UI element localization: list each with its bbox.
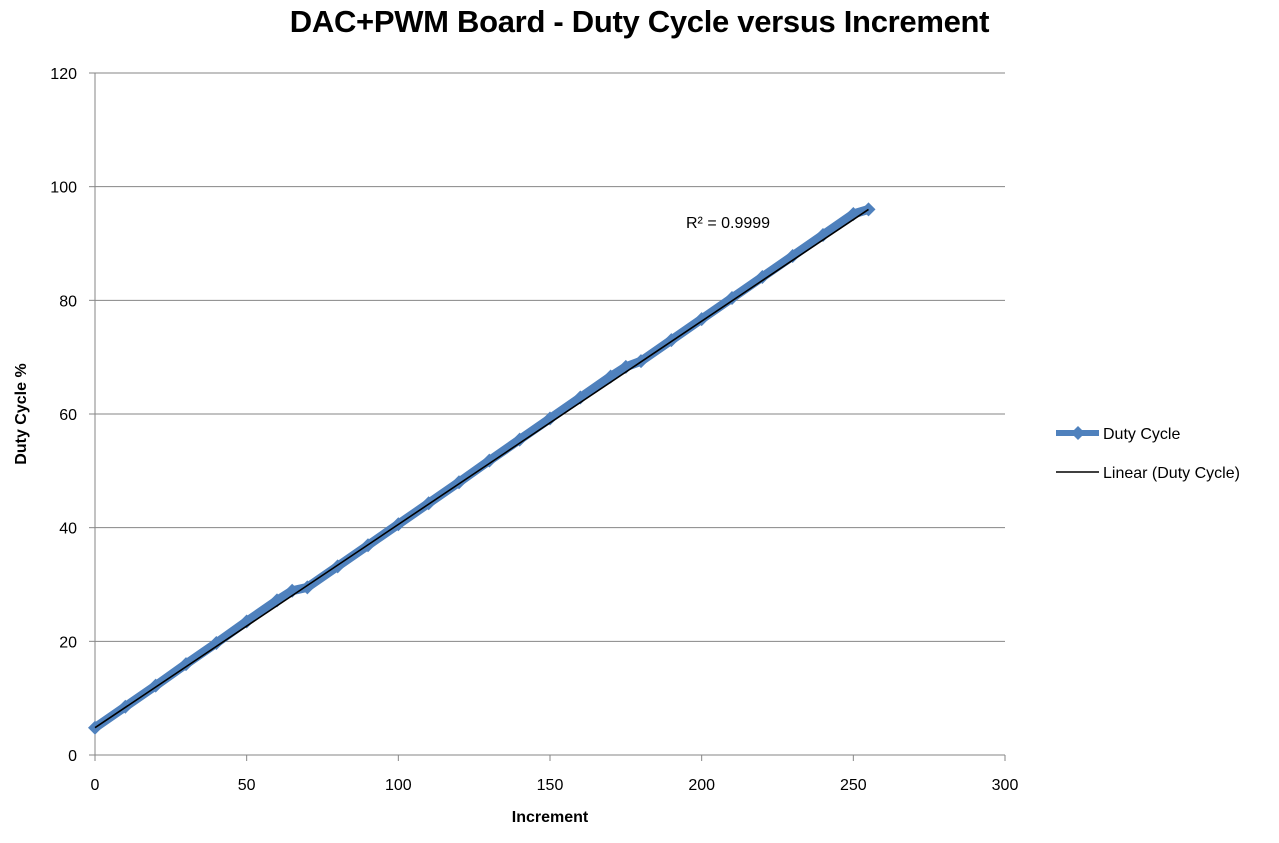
legend-marker-duty-cycle (1071, 426, 1085, 440)
legend-item-duty-cycle: Duty Cycle (1056, 426, 1180, 443)
y-tick-label-40: 40 (59, 521, 77, 538)
y-tick-labels: 0 20 40 60 80 100 120 (50, 66, 95, 765)
series-layer (88, 202, 876, 735)
y-tick-label-80: 80 (59, 293, 77, 310)
x-tick-label-50: 50 (238, 777, 256, 794)
y-tick-label-20: 20 (59, 634, 77, 651)
y-tick-label-0: 0 (68, 748, 77, 765)
legend: Duty Cycle Linear (Duty Cycle) (1056, 426, 1240, 482)
x-tick-label-250: 250 (840, 777, 867, 794)
x-tick-label-200: 200 (688, 777, 715, 794)
data-point-duty-cycle (482, 453, 497, 468)
legend-item-linear: Linear (Duty Cycle) (1056, 465, 1240, 482)
data-point-duty-cycle (209, 636, 224, 651)
data-point-duty-cycle (755, 270, 770, 285)
data-point-duty-cycle (543, 411, 557, 426)
legend-label-linear: Linear (Duty Cycle) (1103, 465, 1240, 482)
x-tick-label-150: 150 (537, 777, 564, 794)
legend-label-duty-cycle: Duty Cycle (1103, 426, 1180, 443)
chart-title: DAC+PWM Board - Duty Cycle versus Increm… (289, 4, 990, 39)
x-tick-label-0: 0 (91, 777, 100, 794)
r-squared-annotation: R² = 0.9999 (686, 215, 770, 232)
x-tick-labels: 0 50 100 150 200 250 300 (91, 755, 1019, 794)
y-tick-label-60: 60 (59, 407, 77, 424)
y-tick-label-100: 100 (50, 180, 77, 197)
gridlines (95, 72, 1005, 642)
series-line-linear-trend (94, 208, 869, 729)
data-point-duty-cycle (725, 291, 739, 306)
data-point-duty-cycle (285, 583, 300, 598)
data-point-duty-cycle (239, 614, 254, 629)
x-axis-title: Increment (512, 809, 589, 826)
data-point-duty-cycle (785, 249, 800, 264)
data-point-duty-cycle (179, 657, 193, 672)
data-point-duty-cycle (512, 432, 527, 447)
y-tick-label-120: 120 (50, 66, 77, 83)
x-tick-label-300: 300 (992, 777, 1019, 794)
x-tick-label-100: 100 (385, 777, 412, 794)
y-axis-title: Duty Cycle % (13, 363, 30, 464)
